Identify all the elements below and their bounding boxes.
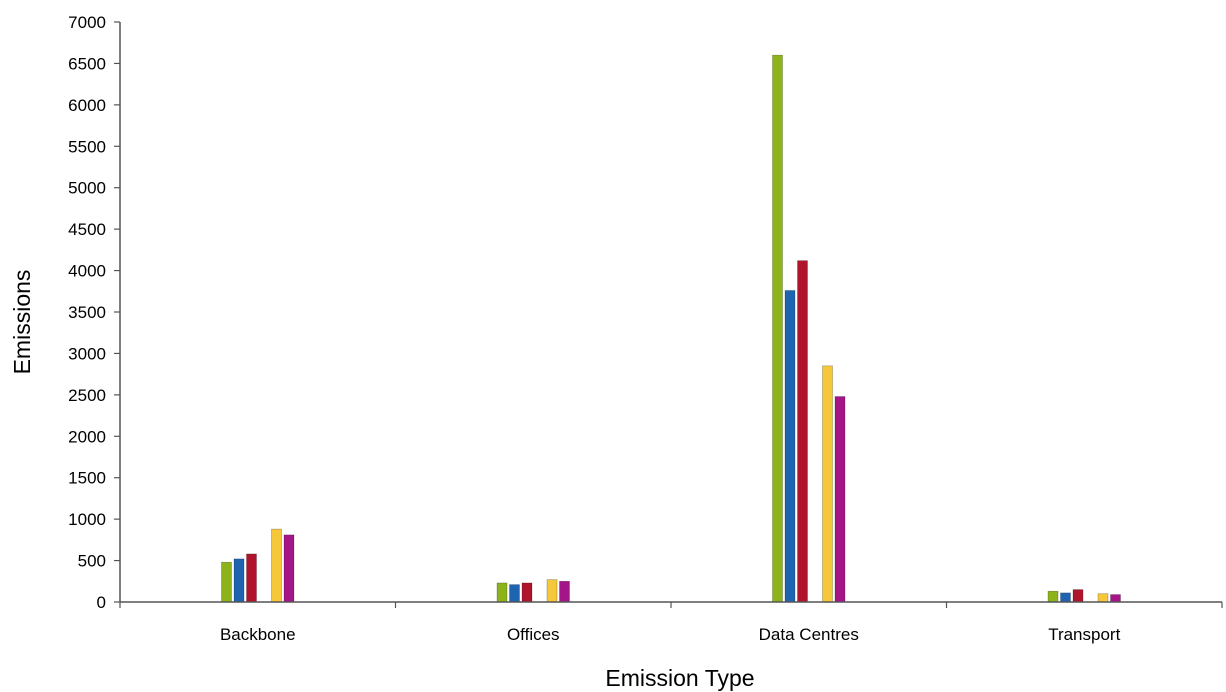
bar-offices-series-2 xyxy=(509,584,520,603)
bar-data-centres-series-5 xyxy=(822,365,833,603)
bar-data-centres-series-2 xyxy=(784,290,796,603)
y-tick-label: 3000 xyxy=(68,344,106,363)
bar-offices-series-1 xyxy=(496,582,508,603)
y-tick-label: 500 xyxy=(78,552,106,571)
bar-transport-series-5 xyxy=(1097,593,1109,603)
y-tick-label: 5500 xyxy=(68,137,106,156)
x-axis-ticks: Backbone Offices Data Centres Transport xyxy=(119,602,1223,644)
y-tick-label: 6500 xyxy=(68,54,106,73)
y-tick-label: 0 xyxy=(97,593,106,612)
bar-backbone-series-1 xyxy=(221,561,232,603)
y-tick-label: 7000 xyxy=(68,13,106,32)
y-tick-label: 4500 xyxy=(68,220,106,239)
bar-offices-series-6 xyxy=(559,580,570,603)
bar-backbone-series-5 xyxy=(271,528,282,603)
bar-backbone-series-3 xyxy=(246,553,257,603)
bar-data-centres-series-1 xyxy=(772,54,783,603)
bar-transport-series-2 xyxy=(1060,592,1071,603)
bar-backbone-series-2 xyxy=(233,558,245,603)
bar-transport-series-1 xyxy=(1047,590,1059,603)
y-tick-label: 2500 xyxy=(68,386,106,405)
x-category-label: Offices xyxy=(507,625,560,644)
y-tick-label: 3500 xyxy=(68,303,106,322)
bar-offices-series-5 xyxy=(546,579,558,603)
bar-transport-series-6 xyxy=(1110,594,1121,603)
y-tick-label: 1500 xyxy=(68,469,106,488)
bar-data-centres-series-3 xyxy=(797,260,808,603)
x-category-label: Backbone xyxy=(220,625,296,644)
x-axis-title: Emission Type xyxy=(605,665,754,691)
y-axis-title: Emissions xyxy=(9,270,35,375)
y-tick-label: 6000 xyxy=(68,96,106,115)
bar-offices-series-3 xyxy=(521,582,533,603)
y-tick-label: 4000 xyxy=(68,262,106,281)
x-category-label: Transport xyxy=(1048,625,1120,644)
bar-transport-series-3 xyxy=(1072,589,1084,603)
x-category-label: Data Centres xyxy=(759,625,859,644)
bar-backbone-series-6 xyxy=(283,534,295,603)
bar-data-centres-series-6 xyxy=(834,396,846,603)
y-tick-label: 2000 xyxy=(68,427,106,446)
y-tick-label: 1000 xyxy=(68,510,106,529)
y-axis-ticks: 0 500 1000 1500 2000 2500 3000 3500 4000 4500 5000… xyxy=(68,13,120,612)
bars-group xyxy=(221,54,1121,603)
y-tick-label: 5000 xyxy=(68,179,106,198)
